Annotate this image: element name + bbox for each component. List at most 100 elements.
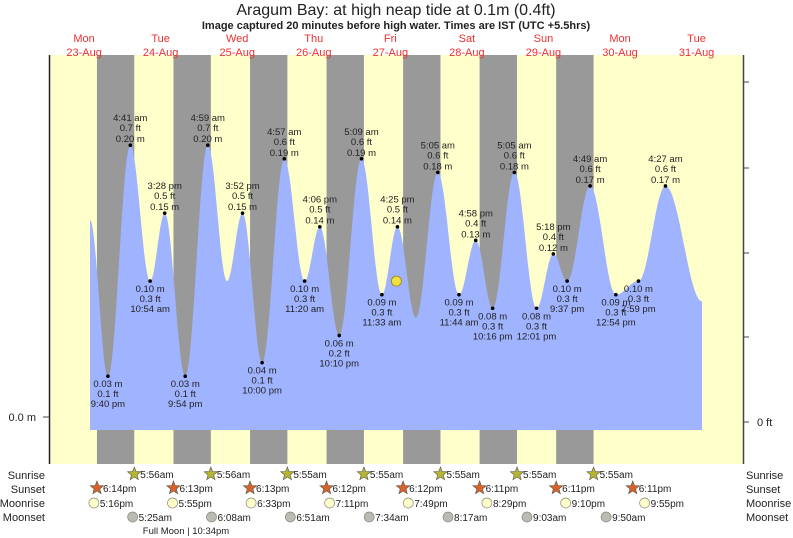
moonrise-icon	[560, 497, 572, 509]
tide-time: 12:01 pm	[517, 331, 557, 342]
moonset-icon	[284, 511, 296, 523]
tide-meters: 0.09 m	[367, 298, 396, 309]
tide-feet: 0.5 ft	[387, 205, 408, 216]
sunset-label-left: Sunset	[11, 484, 45, 496]
sunrise-icon	[356, 466, 372, 481]
tide-meters: 0.10 m	[290, 284, 319, 295]
moonset-icon	[600, 511, 612, 523]
low-tide-point	[534, 306, 539, 311]
tide-feet: 0.4 ft	[543, 232, 564, 243]
almanac: Sunrise Sunset Moonrise Moonset Sunrise …	[0, 466, 791, 537]
moonrise-time: 7:11pm	[336, 499, 369, 510]
moonset-time: 6:51am	[296, 513, 329, 524]
tide-meters: 0.06 m	[325, 338, 354, 349]
sunrise-time: 5:55am	[370, 470, 403, 481]
low-tide-point	[457, 292, 461, 297]
high-tide-point	[395, 224, 400, 229]
day-labels: Mon 23-Aug Tue 24-Aug Wed 25-Aug Thu 26-Aug Fri 2…	[66, 33, 714, 59]
moonrise-time: 9:55pm	[651, 499, 684, 510]
moonset-time: 5:25am	[139, 513, 172, 524]
tide-feet: 0.6 ft	[274, 137, 295, 148]
moonrise-icon	[245, 497, 257, 509]
tide-meters: 0.03 m	[171, 379, 200, 390]
moonrise-time: 9:10pm	[572, 499, 605, 510]
sunset-time: 6:11pm	[639, 484, 672, 495]
day-label-date: 23-Aug	[66, 47, 101, 59]
moonrise-time: 8:29pm	[493, 499, 526, 510]
high-tide-point	[282, 156, 287, 161]
tide-time: 4:25 pm	[380, 195, 414, 206]
low-tide-point	[614, 292, 618, 297]
sunset-icon	[625, 480, 641, 495]
tide-feet: 0.3 ft	[526, 321, 547, 332]
day-label-dow: Thu	[304, 33, 323, 45]
tide-feet: 0.1 ft	[97, 389, 118, 400]
tide-meters: 0.09 m	[601, 298, 630, 309]
tide-area	[89, 145, 703, 430]
moon-phase: Full Moon | 10:34pm	[143, 526, 230, 537]
low-tide-point	[183, 374, 188, 379]
sunrise-time: 5:56am	[140, 470, 173, 481]
moonset-icon	[206, 511, 217, 523]
sunset-time: 6:14pm	[103, 484, 136, 495]
tide-meters: 0.20 m	[116, 134, 145, 145]
day-label-dow: Mon	[609, 33, 630, 45]
sunset-time: 6:13pm	[179, 484, 212, 495]
day-label-dow: Fri	[384, 33, 397, 45]
tide-feet: 0.6 ft	[504, 150, 525, 161]
sunrise-time: 5:55am	[446, 470, 479, 481]
tide-feet: 0.5 ft	[154, 191, 175, 202]
sunset-time: 6:11pm	[562, 484, 595, 495]
moonset-time: 7:34am	[375, 513, 408, 524]
moonrise-time: 5:16pm	[100, 499, 133, 510]
tide-meters: 0.19 m	[347, 148, 376, 159]
tide-feet: 0.4 ft	[465, 218, 486, 229]
high-tide-point	[436, 170, 440, 175]
moonset-icon	[442, 511, 454, 523]
high-tide-point	[588, 184, 592, 188]
tide-feet: 0.3 ft	[140, 294, 161, 305]
tide-meters: 0.10 m	[553, 284, 582, 295]
day-label-date: 27-Aug	[373, 47, 408, 59]
low-tide-point	[490, 306, 495, 311]
tide-feet: 0.2 ft	[329, 348, 350, 359]
tide-time: 3:28 pm	[148, 181, 182, 192]
tide-meters: 0.14 m	[305, 216, 334, 227]
tide-meters: 0.17 m	[576, 175, 605, 186]
left-axis-label: 0.0 m	[8, 412, 36, 424]
tide-meters: 0.14 m	[383, 216, 412, 227]
high-tide-point	[512, 170, 517, 175]
moonrise-label-left: Moonrise	[0, 498, 45, 510]
tide-feet: 0.7 ft	[120, 123, 141, 134]
moonrise-icon	[167, 497, 178, 509]
chart-title: Aragum Bay: at high neap tide at 0.1m (0…	[236, 2, 555, 19]
high-tide-point	[318, 224, 322, 229]
tide-meters: 0.18 m	[500, 161, 529, 172]
tide-meters: 0.08 m	[478, 311, 507, 322]
moonrise-time: 6:33pm	[257, 499, 290, 510]
sunrise-icon	[586, 466, 602, 481]
tide-time: 12:54 pm	[596, 318, 636, 329]
tide-meters: 0.18 m	[423, 161, 452, 172]
sunset-icon	[395, 480, 411, 495]
sunrise-time: 5:55am	[600, 470, 633, 481]
sunrise-icon	[432, 466, 448, 481]
high-tide-point	[551, 252, 556, 256]
sunset-icon	[548, 480, 564, 495]
moonrise-icon	[639, 497, 650, 509]
chart-subtitle: Image captured 20 minutes before high wa…	[202, 20, 591, 32]
low-tide-point	[337, 333, 342, 338]
sunset-icon	[89, 480, 105, 495]
high-tide-point	[240, 211, 245, 215]
tide-feet: 0.1 ft	[175, 389, 196, 400]
day-label-date: 24-Aug	[143, 47, 178, 59]
day-label-dow: Tue	[687, 33, 706, 45]
tide-feet: 0.3 ft	[371, 308, 392, 319]
sunset-icon	[165, 480, 181, 495]
tide-feet: 0.6 ft	[427, 150, 448, 161]
tide-feet: 0.5 ft	[232, 191, 253, 202]
tide-time: 4:59 am	[191, 113, 225, 124]
tide-meters: 0.08 m	[522, 311, 551, 322]
high-tide-point	[473, 238, 478, 243]
moonset-time: 9:03am	[533, 513, 566, 524]
